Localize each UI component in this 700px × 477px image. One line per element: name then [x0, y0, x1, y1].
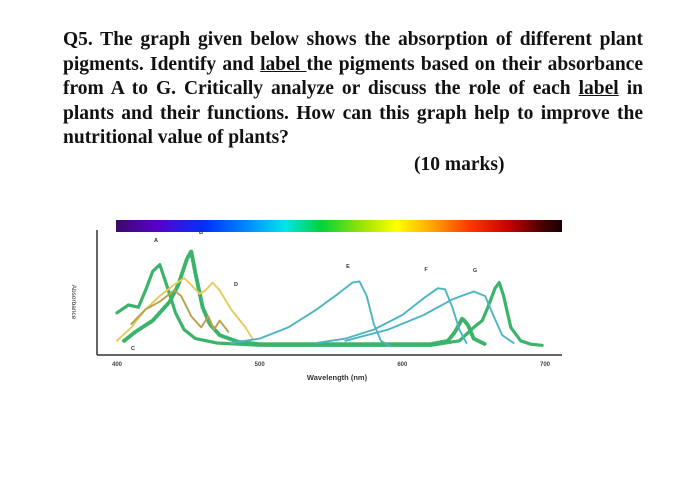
question-segment-1: Q5. The graph given below shows the abso… [63, 29, 643, 75]
peak-label-b: B [199, 230, 203, 236]
label-word-underlined: label [260, 53, 307, 75]
x-tick-label-400: 400 [112, 362, 123, 368]
x-axis-label: Wavelength (nm) [307, 373, 368, 382]
absorbance-curve-2 [122, 249, 488, 347]
peak-label-f: F [424, 267, 428, 273]
peak-label-d: D [234, 282, 238, 288]
peak-label-c: C [131, 346, 135, 352]
peak-label-layer: A B C D E F G [131, 230, 477, 352]
x-tick-layer: 400 500 600 700 [112, 362, 551, 368]
question-text: Q5. The graph given below shows the abso… [63, 28, 643, 151]
y-axis-label: Absorbance [70, 285, 77, 320]
x-tick-label-600: 600 [397, 362, 408, 368]
marks-text: (10 marks) [414, 154, 505, 175]
absorbance-curve-6 [315, 287, 468, 344]
peak-label-e: E [346, 264, 350, 270]
question-segment-2: the pigments based on their absorbance f… [63, 53, 643, 100]
visible-spectrum-bar [116, 220, 562, 232]
peak-label-a: A [154, 238, 158, 244]
x-tick-label-700: 700 [540, 362, 551, 368]
x-tick-label-500: 500 [255, 362, 266, 368]
absorbance-curve-5 [230, 280, 392, 348]
absorbance-curve-7 [344, 290, 515, 344]
series-layer [115, 249, 544, 348]
label-word-underlined-2: label [578, 78, 619, 99]
peak-label-g: G [473, 268, 477, 274]
absorbance-curve-4 [130, 289, 230, 333]
question-segment-3: in plants and their functions. How can t… [63, 78, 643, 148]
